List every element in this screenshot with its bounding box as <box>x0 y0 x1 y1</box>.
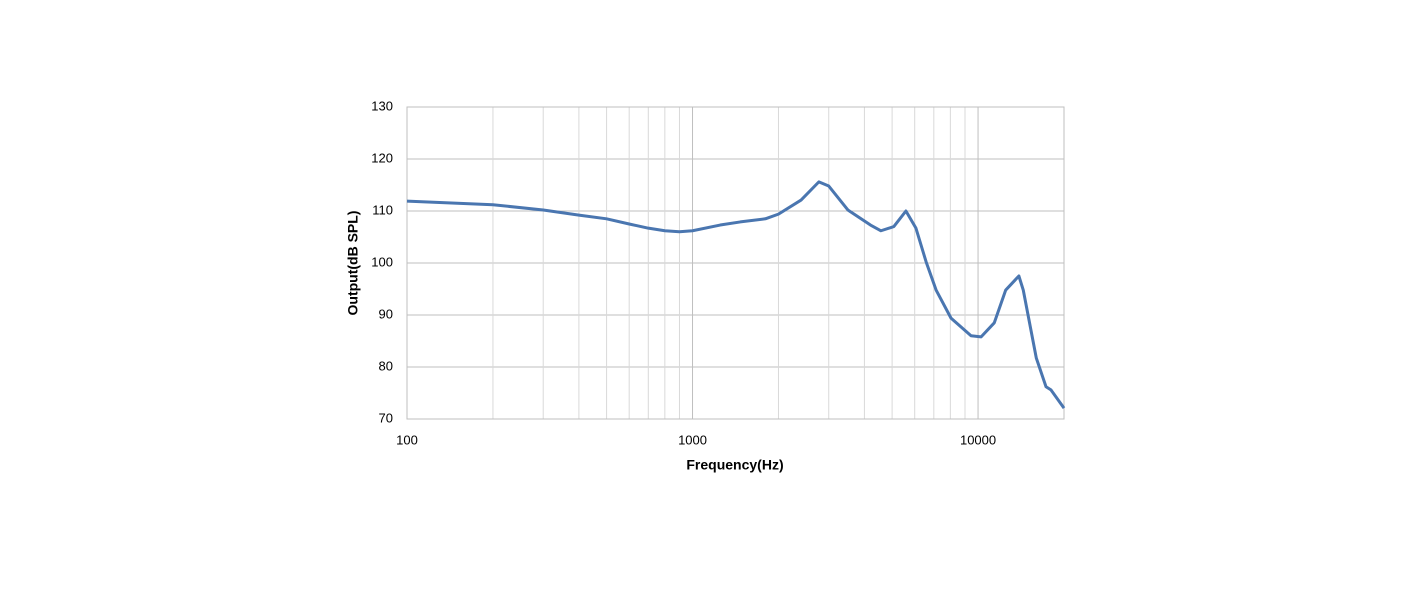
y-tick-label: 90 <box>379 306 393 321</box>
x-tick-label: 10000 <box>960 432 996 447</box>
y-tick-label: 70 <box>379 410 393 425</box>
x-tick-label: 100 <box>396 432 418 447</box>
x-tick-label: 1000 <box>678 432 707 447</box>
plot-border <box>406 106 1065 420</box>
y-tick-label: 80 <box>379 358 393 373</box>
y-tick-label: 130 <box>371 98 393 113</box>
x-axis-title: Frequency(Hz) <box>686 457 783 473</box>
data-line <box>406 180 1066 409</box>
y-tick-label: 110 <box>372 202 393 217</box>
y-tick-label: 100 <box>371 254 393 269</box>
y-axis-title: Output(dB SPL) <box>345 211 361 316</box>
y-tick-label: 120 <box>371 150 393 165</box>
